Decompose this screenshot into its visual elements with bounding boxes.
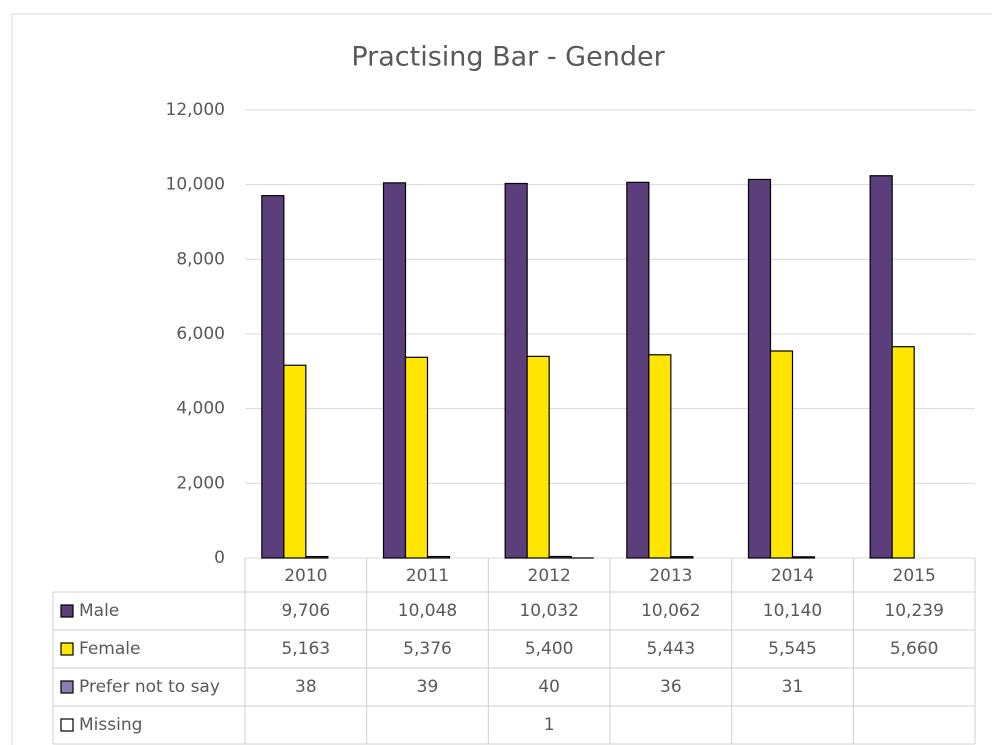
chart-frame [11,13,992,745]
bar [869,175,893,559]
bar [426,555,451,559]
bar [526,355,550,559]
legend-swatch [60,680,74,694]
bar [670,556,694,559]
bar [283,364,307,559]
table-value: 5,400 [525,639,574,659]
legend-label: Male [79,601,119,621]
table-value: 10,048 [398,601,457,621]
bar [548,555,572,559]
table-value: 10,062 [641,601,700,621]
table-value: 5,443 [646,639,695,659]
table-value: 10,239 [884,601,943,621]
legend-swatch [60,718,74,732]
bar [261,195,285,559]
bar [626,181,650,559]
table-value: 38 [295,677,317,697]
y-tick-label: 12,000 [166,100,225,120]
x-tick-label: 2011 [406,566,449,586]
legend-label: Prefer not to say [79,677,220,697]
table-value: 10,140 [763,601,822,621]
table-value: 5,660 [890,639,939,659]
bar [769,350,794,559]
legend-swatch [60,604,74,618]
table-value: 9,706 [281,601,330,621]
y-tick-label: 4,000 [176,399,225,419]
table-value: 36 [660,677,682,697]
bar [791,556,816,559]
y-tick-label: 6,000 [176,324,225,344]
x-tick-label: 2010 [284,566,327,586]
y-tick-label: 8,000 [176,249,225,269]
bar [305,555,329,559]
x-tick-label: 2014 [771,566,814,586]
table-value: 5,163 [281,639,330,659]
y-tick-label: 10,000 [166,175,225,195]
x-tick-label: 2012 [528,566,571,586]
y-tick-label: 0 [214,548,225,568]
y-tick-label: 2,000 [176,473,225,493]
x-tick-label: 2013 [649,566,692,586]
table-value: 10,032 [519,601,578,621]
bar [747,178,772,559]
chart-title: Practising Bar - Gender [351,42,665,73]
table-value: 40 [538,677,560,697]
bar [891,346,915,559]
table-value: 5,376 [403,639,452,659]
legend-label: Female [79,639,140,659]
legend-swatch [60,642,74,656]
table-value: 39 [417,677,439,697]
bar [648,354,672,559]
table-value: 1 [544,715,555,735]
table-value: 31 [782,677,804,697]
bar [382,182,407,559]
legend-label: Missing [79,715,142,735]
bar [504,182,528,559]
table-value: 5,545 [768,639,817,659]
bar [404,356,429,559]
x-tick-label: 2015 [893,566,936,586]
